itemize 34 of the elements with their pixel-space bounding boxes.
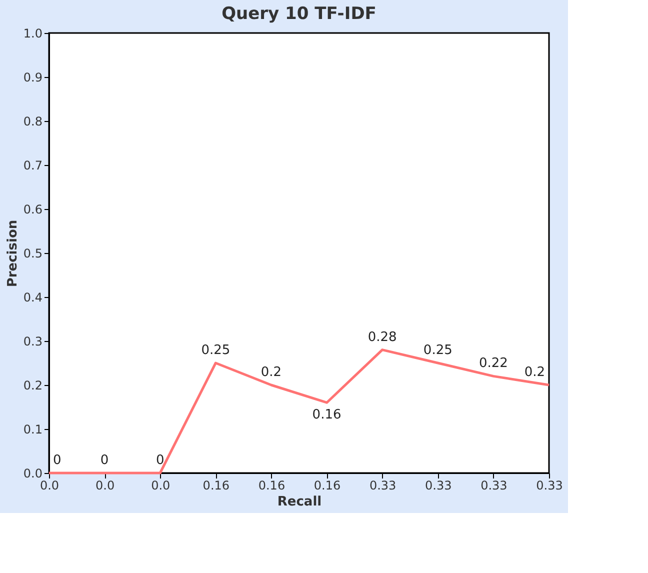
x-tick-label: 0.16	[258, 478, 286, 492]
y-tick-label: 0.8	[23, 114, 42, 128]
y-tick-label: 0.2	[23, 378, 42, 392]
x-tick-label: 0.16	[202, 478, 230, 492]
x-tick-label: 0.33	[425, 478, 452, 492]
y-tick-label: 0.4	[23, 290, 42, 304]
x-tick-label: 0.0	[40, 478, 60, 492]
y-tick-label: 0.5	[23, 246, 42, 260]
x-tick-label: 0.33	[369, 478, 396, 492]
data-label: 0.25	[201, 343, 230, 358]
y-tick-label: 0.7	[23, 158, 42, 172]
x-tick-label: 0.33	[480, 478, 508, 492]
x-tick-label: 0.0	[151, 478, 170, 492]
chart-title: Query 10 TF-IDF	[222, 4, 376, 24]
data-label: 0.25	[423, 343, 452, 358]
x-tick-label: 0.0	[96, 478, 115, 492]
data-label: 0.2	[260, 365, 282, 380]
x-axis-title: Recall	[277, 494, 322, 510]
data-label: 0.2	[524, 365, 545, 380]
y-tick-label: 0.3	[23, 334, 42, 348]
x-tick-label: 0.16	[314, 478, 341, 492]
data-label: 0.16	[312, 408, 342, 423]
y-axis-title: Precision	[5, 220, 20, 288]
data-label: 0	[100, 453, 109, 468]
y-tick-label: 0.9	[23, 70, 42, 84]
y-tick-label: 1.0	[23, 26, 42, 40]
y-tick-label: 0.0	[23, 466, 42, 480]
data-label: 0	[156, 453, 164, 468]
data-label: 0.22	[478, 356, 508, 372]
data-label: 0.28	[368, 330, 397, 345]
data-label: 0	[53, 453, 62, 468]
x-tick-label: 0.33	[536, 478, 563, 492]
y-tick-label: 0.1	[23, 422, 42, 436]
y-tick-label: 0.6	[23, 202, 42, 216]
